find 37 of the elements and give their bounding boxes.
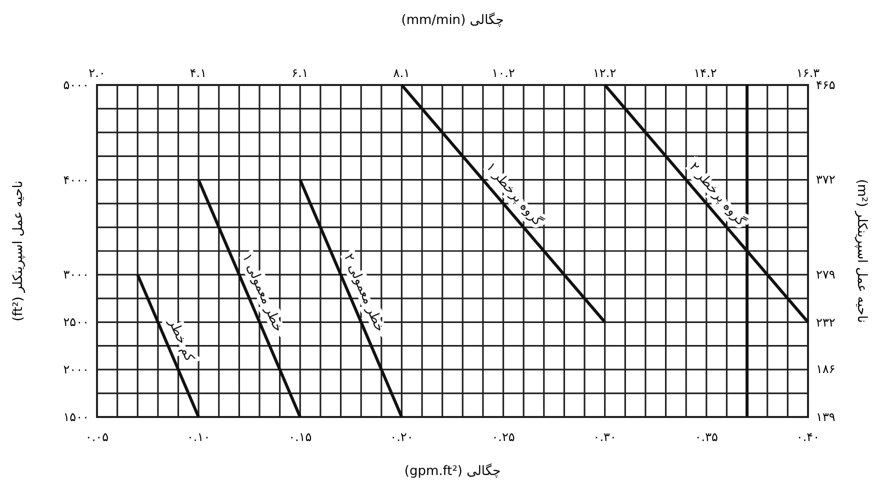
text: خطر معمولی ۱	[238, 252, 286, 334]
x2-tick-label: ۸.۱	[393, 66, 410, 80]
y2-tick-label: ۳۷۲	[816, 172, 836, 187]
y2-tick-label: ۴۶۵	[816, 78, 836, 92]
x2-tick-label: ۱۲.۲	[592, 66, 616, 80]
x2-tick-label: ۶.۱	[292, 66, 308, 80]
y-tick-label: ۲۰۰۰	[63, 362, 89, 377]
x2-tick-label: ۱۰.۲	[492, 66, 515, 80]
y-tick-label: ۵۰۰۰	[63, 78, 89, 92]
x-tick-label: ۰.۳۵	[694, 430, 718, 444]
y2-axis-title: ناحیه عمل اسپرینکلر (m²)	[854, 179, 869, 323]
x-tick-label: ۰.۳۰	[593, 430, 616, 444]
x2-axis-title: چگالی (mm/min)	[401, 12, 504, 28]
y2-tick-label: ۱۸۶	[816, 362, 836, 376]
text: خطر معمولی ۲	[340, 252, 388, 334]
x-axis-title: چگالی (gpm.ft²)	[404, 463, 501, 479]
x-tick-label: ۰.۲۵	[492, 430, 515, 444]
y-tick-label: ۲۵۰۰	[63, 315, 89, 330]
text: گروه پرخطر ۱	[482, 159, 546, 230]
y2-tick-label: ۲۷۹	[816, 267, 836, 282]
x2-tick-label: ۲.۰	[88, 66, 106, 80]
text: گروه پرخطر ۲	[686, 159, 750, 230]
text: کم خطر	[164, 316, 197, 365]
x-tick-label: ۰.۴۰	[796, 430, 820, 444]
x-tick-label: ۰.۲۰	[390, 430, 414, 444]
x-tick-label: ۰.۱۰	[186, 430, 210, 444]
x-tick-label: ۰.۰۵	[85, 430, 109, 444]
x2-tick-label: ۱۴.۲	[694, 66, 717, 80]
y-tick-label: ۱۵۰۰	[63, 410, 89, 424]
y2-tick-label: ۱۳۹	[816, 410, 836, 424]
x-tick-label: ۰.۱۵	[288, 430, 312, 444]
y2-tick-label: ۲۳۲	[816, 315, 836, 330]
y-tick-label: ۳۰۰۰	[63, 268, 89, 282]
y-axis-title: ناحیه عمل اسپرینکلر (ft²)	[11, 180, 26, 322]
x2-tick-label: ۴.۱	[190, 66, 207, 80]
x2-tick-label: ۱۶.۳	[796, 66, 820, 80]
y-tick-label: ۴۰۰۰	[63, 172, 89, 187]
